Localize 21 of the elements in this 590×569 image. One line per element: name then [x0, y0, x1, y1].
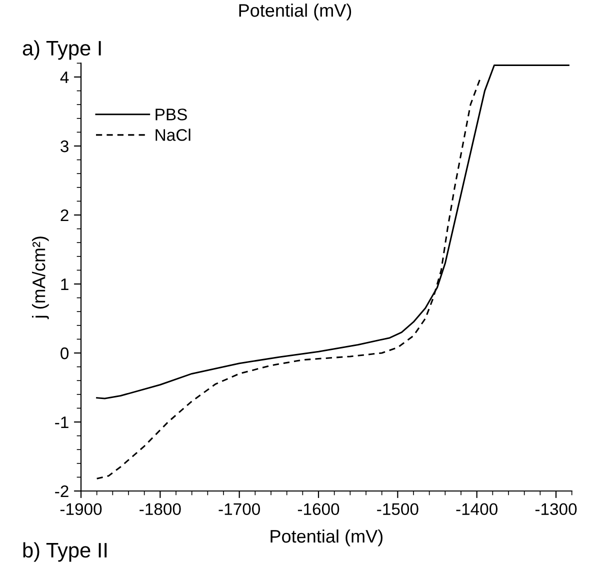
- text: b) Type II: [23, 542, 107, 562]
- y-tick-label: 3: [60, 140, 68, 152]
- y-tick-label: -1: [55, 416, 68, 428]
- x-tick-label: -1400: [456, 503, 498, 516]
- x-tick-label: -1700: [218, 503, 260, 516]
- x-tick-label: -1300: [535, 503, 577, 516]
- x-axis-title: Potential (mV): [270, 529, 382, 546]
- y-tick-label: 0: [60, 347, 69, 360]
- y-tick-label: -2: [55, 485, 68, 498]
- x-tick-label: -1900: [60, 503, 102, 516]
- legend-label: NaCl: [156, 128, 190, 141]
- y-tick-label: 1: [61, 278, 68, 290]
- y-tick-label: 4: [60, 72, 69, 84]
- x-tick-label: -1500: [377, 503, 418, 516]
- chart-title: a) Type I: [22, 40, 101, 60]
- text: Potential (mV): [239, 4, 352, 20]
- legend-label: PBS: [156, 108, 187, 120]
- x-tick-label: -1800: [140, 503, 181, 516]
- y-tick-label: 2: [60, 209, 68, 222]
- x-tick-label: -1600: [298, 503, 340, 516]
- y-axis-title: j (mA/cm²): [32, 236, 49, 320]
